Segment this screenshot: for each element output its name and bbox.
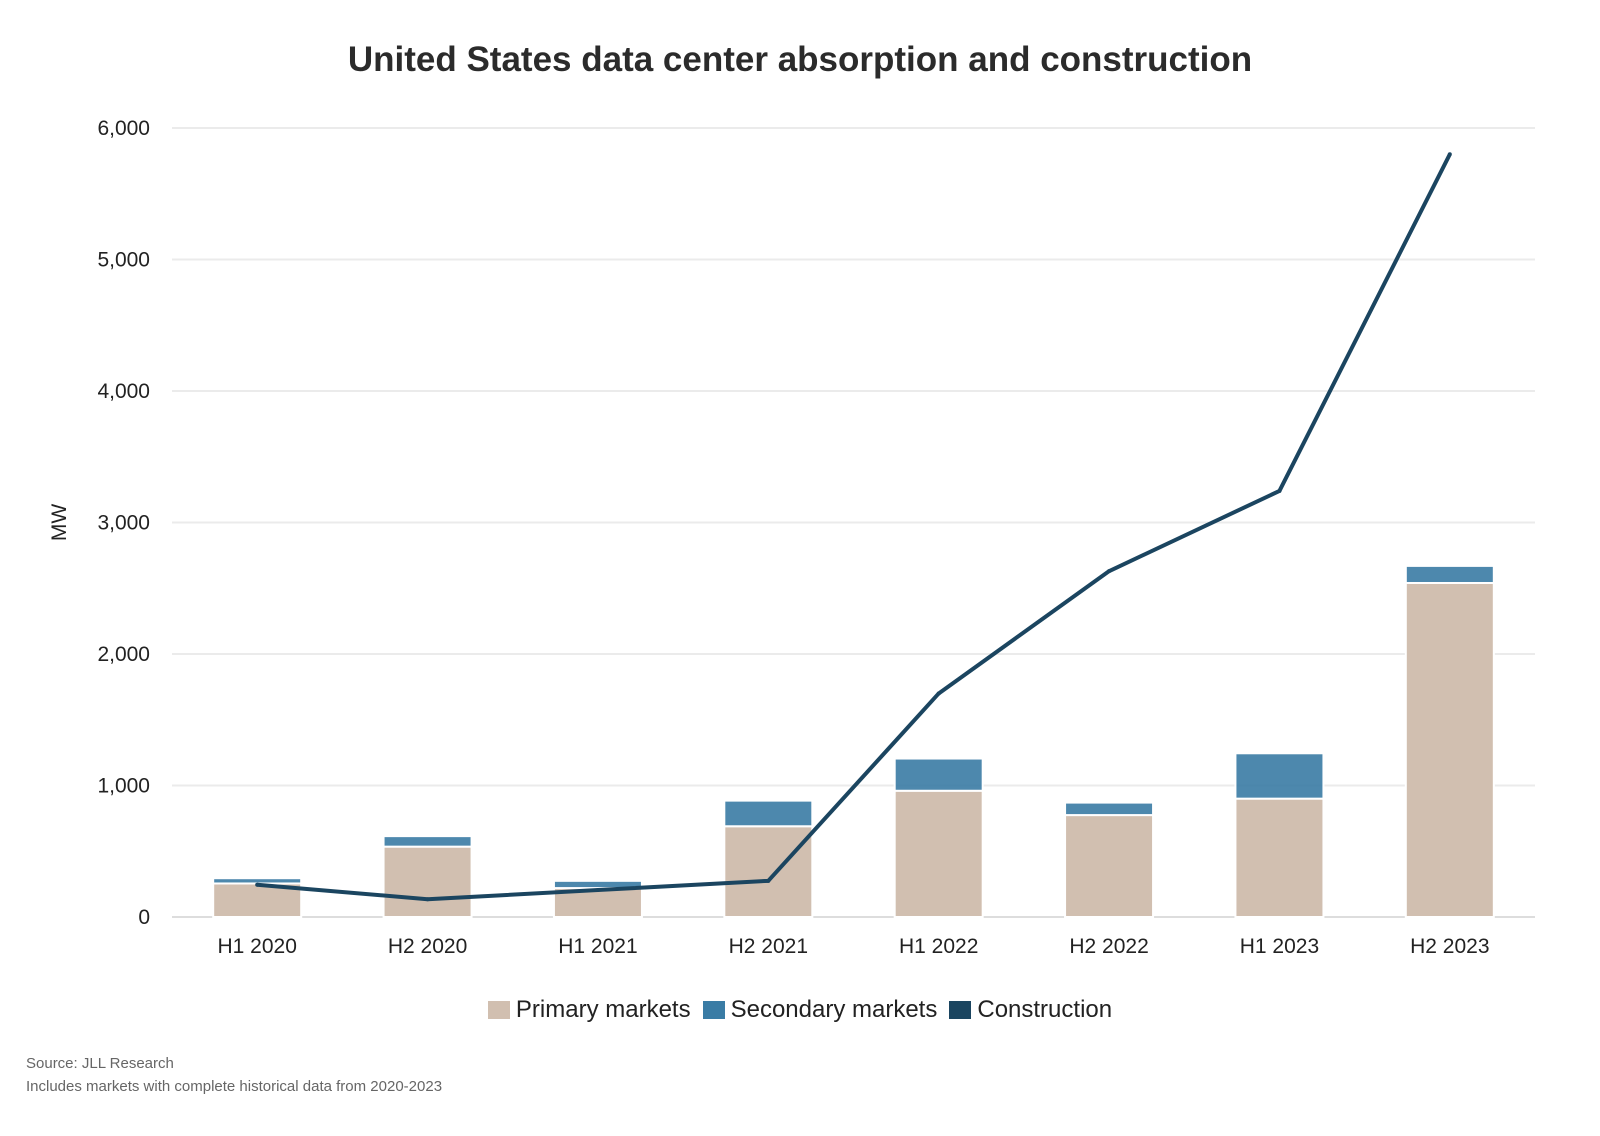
- legend-swatch: [702, 1001, 725, 1019]
- bar-secondary-markets: [893, 757, 984, 792]
- bar-secondary-markets: [1234, 752, 1325, 800]
- legend-swatch: [949, 1001, 972, 1019]
- bar-secondary-markets: [1404, 564, 1495, 584]
- bar-secondary-markets: [382, 835, 473, 848]
- line-point: [425, 897, 430, 902]
- x-tick-label: H2 2021: [729, 935, 808, 958]
- line-point: [1277, 488, 1282, 493]
- legend-item-secondary[interactable]: Secondary markets: [702, 996, 938, 1024]
- x-tick-label: H1 2023: [1240, 935, 1319, 958]
- legend-swatch: [487, 1001, 510, 1019]
- x-tick-label: H1 2022: [899, 935, 978, 958]
- legend-item-primary[interactable]: Primary markets: [487, 996, 691, 1024]
- y-tick-label: 5,000: [97, 249, 150, 272]
- bar-primary-markets: [893, 789, 984, 919]
- y-axis-label: MW: [48, 504, 71, 541]
- source-note: Source: JLL Research: [26, 1055, 174, 1072]
- y-tick-label: 6,000: [97, 117, 150, 140]
- y-tick-label: 2,000: [97, 643, 150, 666]
- bar-primary-markets: [382, 845, 473, 919]
- data-note: Includes markets with complete historica…: [26, 1078, 443, 1095]
- legend-label: Construction: [977, 996, 1113, 1023]
- line-point: [1447, 152, 1452, 157]
- bar-primary-markets: [1234, 797, 1325, 919]
- line-point: [766, 878, 771, 883]
- bar-secondary-markets: [723, 799, 814, 828]
- y-tick-label: 3,000: [97, 512, 150, 535]
- x-tick-label: H2 2022: [1069, 935, 1148, 958]
- x-tick-label: H1 2020: [217, 935, 296, 958]
- bar-primary-markets: [1064, 814, 1155, 919]
- legend-label: Secondary markets: [730, 996, 938, 1023]
- legend: Primary markets Secondary markets Constr…: [0, 996, 1600, 1024]
- y-tick-label: 1,000: [97, 775, 150, 798]
- bar-secondary-markets: [1064, 801, 1155, 817]
- line-point: [595, 888, 600, 893]
- x-tick-label: H2 2020: [388, 935, 467, 958]
- line-construction: [257, 153, 1452, 902]
- line-point: [936, 691, 941, 696]
- bar-secondary-markets: [212, 877, 303, 885]
- x-tick-label: H1 2021: [558, 935, 637, 958]
- legend-label: Primary markets: [515, 996, 691, 1023]
- x-tick-label: H2 2023: [1410, 935, 1489, 958]
- line-point: [255, 882, 260, 887]
- legend-item-construction[interactable]: Construction: [949, 996, 1112, 1024]
- y-tick-label: 4,000: [97, 380, 150, 403]
- y-tick-label: 0: [138, 906, 150, 929]
- bar-primary-markets: [723, 825, 814, 919]
- chart-title: United States data center absorption and…: [347, 40, 1253, 79]
- line-point: [1107, 569, 1112, 574]
- bar-primary-markets: [1404, 581, 1495, 918]
